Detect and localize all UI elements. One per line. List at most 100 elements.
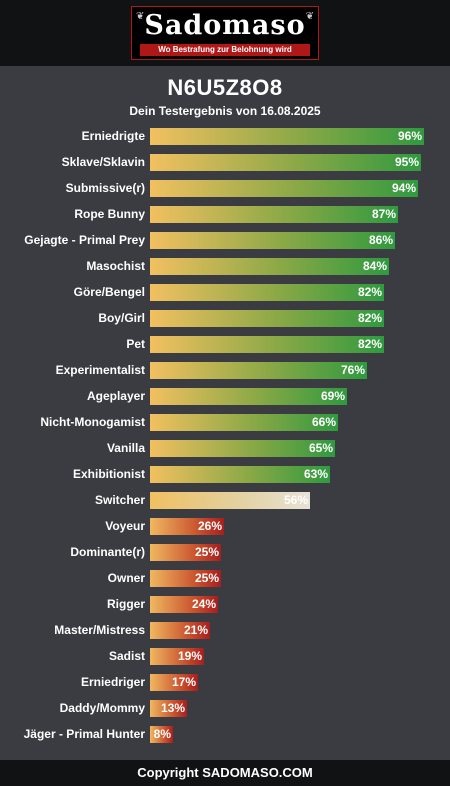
chart-value-label: 21% [183,623,208,637]
chart-bar [150,492,310,509]
chart-category-label: Submissive(r) [65,181,145,195]
chart-bar [150,726,173,743]
chart-category-label: Master/Mistress [54,623,145,637]
chart-category-label: Erniedrigte [81,129,145,143]
chart-bar [150,700,187,717]
chart-category-label: Vanilla [106,441,145,455]
chart-category-label: Daddy/Mommy [59,701,145,715]
chart-value-label: 66% [311,415,336,429]
chart-category-label: Ageplayer [86,389,145,403]
chart-category-label: Voyeur [105,519,145,533]
footer-copyright: Copyright SADOMASO.COM [0,760,450,786]
sadomaso-logo[interactable]: ❦ ❦ Sadomaso Wo Bestrafung zur Belohnung… [131,6,319,60]
chart-bar [150,180,418,197]
chart-value-label: 84% [362,259,387,273]
chart-value-label: 63% [303,467,328,481]
chart-bar [150,414,338,431]
result-bar-chart: Erniedrigte 96% Sklave/Sklavin 95% Submissiv… [0,128,450,748]
chart-value-label: 76% [340,363,365,377]
chart-row: Switcher 56% [0,492,450,509]
chart-row: Rigger 24% [0,596,450,613]
chart-category-label: Rope Bunny [74,207,145,221]
chart-value-label: 25% [194,571,219,585]
chart-value-label: 82% [357,337,382,351]
chart-bar [150,648,204,665]
chart-row: Ageplayer 69% [0,388,450,405]
chart-row: Erniedrigte 96% [0,128,450,145]
logo-ornament-left-icon: ❦ [136,11,145,22]
chart-bar [150,128,424,145]
chart-bar [150,206,398,223]
chart-row: Voyeur 26% [0,518,450,535]
chart-category-label: Rigger [106,597,145,611]
chart-category-label: Experimentalist [55,363,145,377]
chart-row: Vanilla 65% [0,440,450,457]
chart-bar [150,440,335,457]
chart-value-label: 25% [194,545,219,559]
chart-row: Owner 25% [0,570,450,587]
chart-category-label: Sadist [108,649,145,663]
chart-category-label: Göre/Bengel [73,285,145,299]
chart-bar [150,388,347,405]
chart-value-label: 82% [357,285,382,299]
logo-tagline: Wo Bestrafung zur Belohnung wird [140,44,310,56]
chart-row: Sklave/Sklavin 95% [0,154,450,171]
chart-value-label: 17% [171,675,196,689]
chart-row: Jäger - Primal Hunter 8% [0,726,450,743]
chart-row: Daddy/Mommy 13% [0,700,450,717]
chart-row: Submissive(r) 94% [0,180,450,197]
chart-row: Göre/Bengel 82% [0,284,450,301]
chart-row: Sadist 19% [0,648,450,665]
chart-bar [150,674,198,691]
chart-value-label: 24% [191,597,216,611]
chart-category-label: Gejagte - Primal Prey [24,233,145,247]
chart-bar [150,570,221,587]
chart-value-label: 95% [394,155,419,169]
chart-value-label: 69% [320,389,345,403]
logo-ornament-right-icon: ❦ [305,11,314,22]
chart-bar [150,518,224,535]
chart-bar [150,544,221,561]
chart-bar [150,596,218,613]
chart-category-label: Erniedriger [80,675,145,689]
chart-bar [150,362,367,379]
result-subtitle: Dein Testergebnis von 16.08.2025 [129,104,321,118]
chart-row: Gejagte - Primal Prey 86% [0,232,450,249]
chart-value-label: 96% [397,129,422,143]
chart-value-label: 87% [371,207,396,221]
chart-bar [150,154,421,171]
chart-category-label: Dominante(r) [70,545,145,559]
top-bar: ❦ ❦ Sadomaso Wo Bestrafung zur Belohnung… [0,0,450,66]
chart-row: Pet 82% [0,336,450,353]
chart-value-label: 26% [197,519,222,533]
chart-bar [150,310,384,327]
chart-row: Erniedriger 17% [0,674,450,691]
chart-bar [150,336,384,353]
chart-value-label: 56% [283,493,308,507]
chart-row: Experimentalist 76% [0,362,450,379]
chart-row: Master/Mistress 21% [0,622,450,639]
chart-category-label: Owner [107,571,145,585]
chart-value-label: 8% [153,727,171,741]
chart-bar [150,232,395,249]
chart-value-label: 13% [160,701,185,715]
chart-bar [150,258,389,275]
chart-row: Boy/Girl 82% [0,310,450,327]
chart-row: Exhibitionist 63% [0,466,450,483]
chart-category-label: Masochist [86,259,145,273]
logo-text: Sadomaso [144,10,306,41]
chart-category-label: Pet [126,337,145,351]
chart-bar [150,284,384,301]
chart-category-label: Switcher [94,493,145,507]
chart-row: Rope Bunny 87% [0,206,450,223]
chart-row: Nicht-Monogamist 66% [0,414,450,431]
chart-value-label: 82% [357,311,382,325]
chart-value-label: 65% [308,441,333,455]
chart-bar [150,466,330,483]
chart-category-label: Exhibitionist [73,467,145,481]
chart-row: Masochist 84% [0,258,450,275]
chart-bar [150,622,210,639]
chart-category-label: Boy/Girl [98,311,145,325]
result-name: N6U5Z8O8 [167,75,283,100]
chart-row: Dominante(r) 25% [0,544,450,561]
